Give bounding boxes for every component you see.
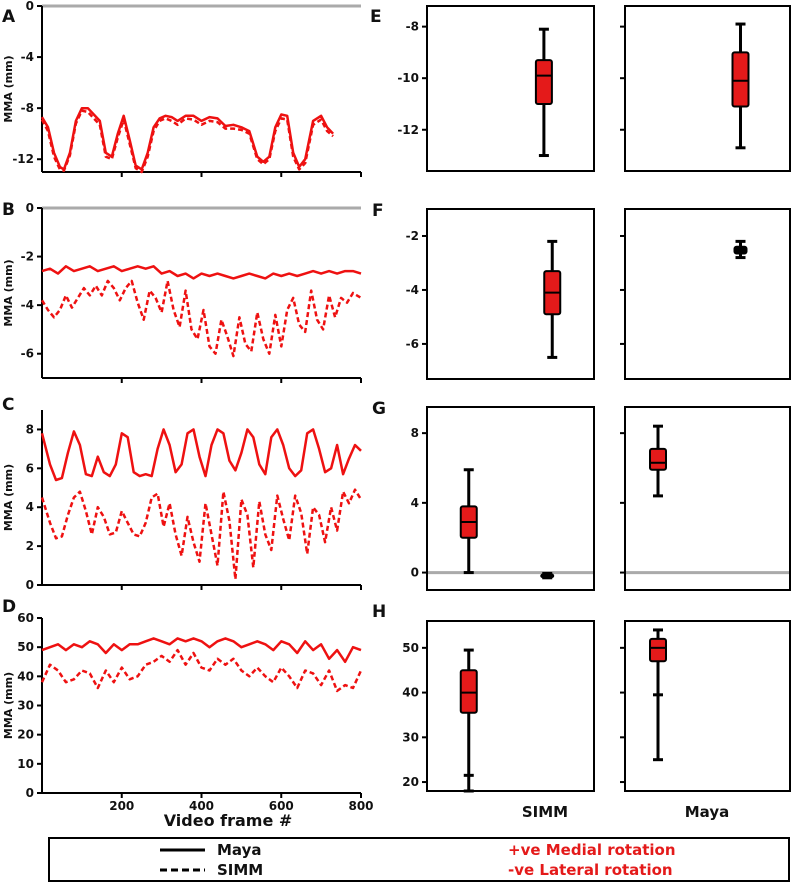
line-panel-a: 0 -4 -8 -12 MMA (mm) [2, 0, 362, 177]
box-panel-f: -2 -4 -6 [406, 208, 791, 380]
y-axis-label: MMA (mm) [2, 464, 15, 531]
y-tick-label: 30 [402, 730, 419, 744]
y-tick-label: 50 [17, 640, 34, 654]
series-line-simm [40, 488, 363, 581]
y-tick-label: -4 [21, 298, 34, 312]
legend-box [48, 837, 790, 882]
legend-lateral-text: -ve Lateral rotation [508, 861, 673, 879]
box-iqr [459, 669, 478, 714]
box-panel-e: -8 -10 -12 [397, 5, 791, 172]
line-panel-c: 0 2 4 6 8 MMA (mm) [2, 410, 363, 592]
series-line-simm [40, 648, 363, 693]
y-tick-label: 60 [17, 611, 34, 625]
legend: Maya SIMM +ve Medial rotation -ve Latera… [48, 837, 790, 882]
panel-letter-d: D [2, 597, 16, 617]
y-axis-label: MMA (mm) [2, 55, 15, 122]
y-tick-label: 0 [26, 201, 34, 215]
y-tick-label: 10 [17, 757, 34, 771]
y-tick-label: 40 [402, 686, 419, 700]
legend-maya-label: Maya [217, 841, 262, 859]
line-panel-d: 0 10 20 30 40 50 60 200 400 600 800 MMA (mm) [2, 611, 374, 813]
box-frame-maya [624, 620, 791, 792]
box-frame-maya [624, 208, 791, 380]
y-tick-label: 20 [17, 728, 34, 742]
y-tick-label: 50 [402, 641, 419, 655]
box-xlabel-maya: Maya [685, 803, 730, 821]
x-axis-label: Video frame # [164, 811, 293, 830]
panel-letter-c: C [2, 395, 14, 415]
box-iqr [731, 51, 750, 108]
y-tick-label: -12 [12, 152, 34, 166]
y-tick-label: -10 [397, 71, 419, 85]
box-frame-maya [624, 406, 791, 591]
y-tick-label: 20 [402, 775, 419, 789]
y-tick-label: 0 [26, 0, 34, 13]
box-xlabel-simm: SIMM [522, 803, 568, 821]
y-tick-label: -4 [406, 283, 419, 297]
y-axis-label: MMA (mm) [2, 259, 15, 326]
panel-letter-b: B [2, 200, 15, 220]
box-panel-h: 20 30 40 50 [402, 620, 791, 793]
y-tick-label: 0 [26, 786, 34, 800]
y-tick-label: 8 [411, 426, 419, 440]
series-line-maya [41, 637, 362, 664]
y-tick-label: 8 [26, 422, 34, 436]
x-tick-label: 400 [189, 799, 214, 813]
legend-medial-text: +ve Medial rotation [508, 841, 676, 859]
y-tick-label: -8 [406, 20, 419, 34]
box-frame-simm [426, 5, 595, 172]
y-tick-label: 4 [411, 496, 419, 510]
panel-letter-e: E [370, 7, 382, 27]
y-tick-label: 6 [26, 461, 34, 475]
series-line-simm [40, 109, 334, 174]
series-line-maya [41, 265, 362, 280]
y-tick-label: 0 [411, 566, 419, 580]
series-line-simm [40, 279, 362, 358]
box-iqr [534, 59, 553, 105]
y-tick-label: -6 [406, 337, 419, 351]
legend-simm-label: SIMM [217, 861, 263, 879]
y-tick-label: 30 [17, 699, 34, 713]
panel-letter-f: F [372, 201, 384, 221]
y-tick-label: -12 [397, 123, 419, 137]
x-tick-label: 800 [348, 799, 373, 813]
box-frame-maya [624, 5, 791, 172]
box-frame-simm [426, 620, 595, 792]
box-iqr [649, 637, 667, 663]
panel-letter-g: G [372, 399, 386, 419]
box-frame-simm [426, 208, 595, 380]
series-line-maya [40, 428, 362, 482]
box-frame-simm [426, 406, 595, 591]
y-axis-label: MMA (mm) [2, 672, 15, 739]
y-tick-label: 2 [26, 539, 34, 553]
x-tick-label: 600 [269, 799, 294, 813]
y-tick-label: -2 [406, 229, 419, 243]
y-tick-label: -6 [21, 347, 34, 361]
y-tick-label: 4 [26, 500, 34, 514]
series-line-maya [40, 106, 335, 171]
y-tick-label: -2 [21, 250, 34, 264]
line-panel-b: 0 -2 -4 -6 MMA (mm) [2, 201, 362, 383]
y-tick-label: -8 [21, 101, 34, 115]
panel-letter-h: H [372, 602, 386, 622]
y-tick-label: 0 [26, 578, 34, 592]
x-tick-label: 200 [109, 799, 134, 813]
box-iqr [649, 447, 667, 471]
y-tick-label: 40 [17, 669, 34, 683]
box-panel-g: 0 4 8 [411, 406, 791, 591]
panel-letter-a: A [2, 7, 16, 27]
y-tick-label: -4 [21, 50, 34, 64]
